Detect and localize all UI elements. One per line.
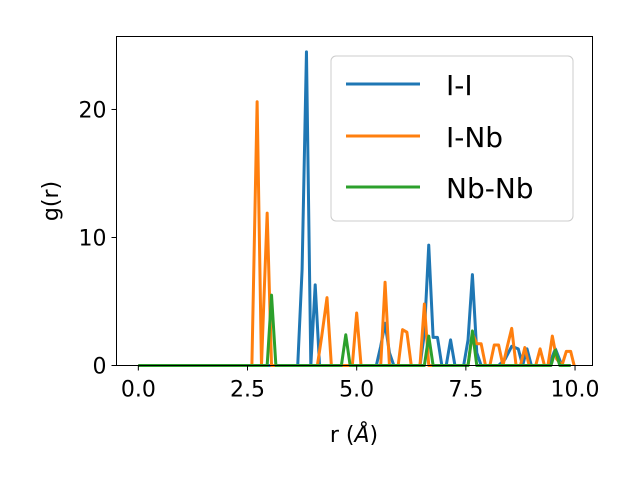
- legend-label-nb-nb: Nb-Nb: [446, 172, 534, 205]
- y-axis-title: g(r): [39, 181, 64, 221]
- legend: I-I I-Nb Nb-Nb: [330, 55, 574, 222]
- legend-label-i-nb: I-Nb: [446, 121, 503, 154]
- x-tick-label: 0.0: [121, 378, 156, 403]
- x-axis-title-main: r (: [330, 423, 355, 448]
- y-tick-label: 0: [93, 355, 107, 380]
- plot-frame: [116, 36, 593, 366]
- x-tick-label: 2.5: [230, 378, 265, 403]
- legend-label-i-i: I-I: [446, 69, 473, 102]
- x-axis: 0.0 2.5 5.0 7.5 10.0: [121, 365, 600, 403]
- x-tick-label: 7.5: [448, 378, 483, 403]
- x-axis-title-close: ): [370, 423, 379, 448]
- x-tick-label: 5.0: [339, 378, 374, 403]
- y-axis: 0 10 20: [79, 98, 117, 380]
- legend-box: [330, 55, 574, 222]
- y-tick-label: 10: [79, 226, 107, 251]
- x-axis-title: r (Å): [330, 421, 378, 448]
- x-axis-title-unit: Å: [352, 421, 369, 448]
- series-line-nb-nb: [138, 293, 571, 367]
- y-tick-label: 20: [79, 98, 107, 123]
- x-tick-label: 10.0: [551, 378, 600, 403]
